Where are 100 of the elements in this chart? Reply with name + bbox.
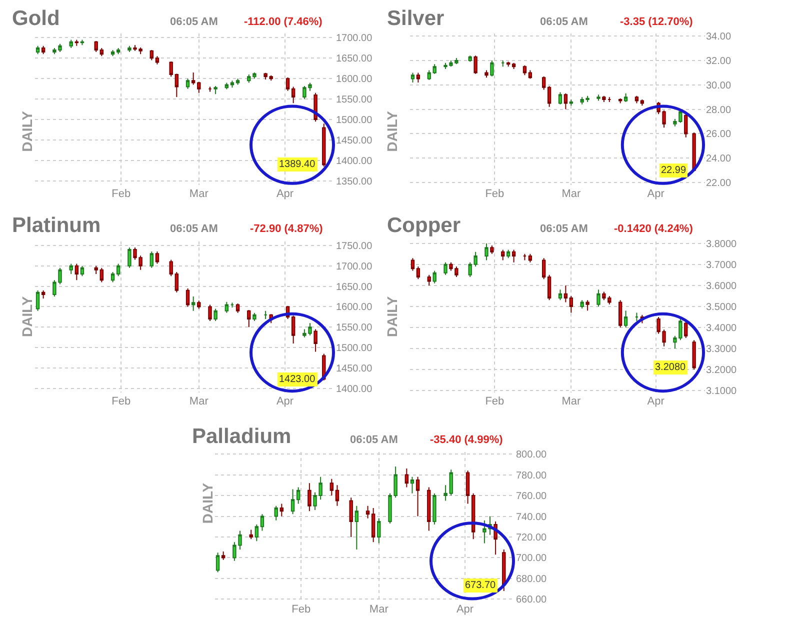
x-tick-label: Apr — [456, 603, 474, 616]
y-tick-label: 3.8000 — [706, 238, 738, 250]
candlestick — [444, 484, 448, 502]
text: -112.00 (7.46%) — [244, 16, 323, 28]
candlestick — [230, 302, 234, 308]
candlestick — [624, 92, 628, 102]
y-tick-label: 30.00 — [706, 80, 732, 92]
candlestick — [547, 274, 552, 301]
y-tick-label: 1450.00 — [336, 364, 373, 375]
candlestick — [564, 284, 568, 303]
candlestick — [502, 548, 506, 592]
candlestick — [335, 484, 340, 506]
candlestick — [569, 295, 573, 314]
y-tick-label: 3.4000 — [706, 322, 738, 334]
candlestick — [608, 96, 612, 102]
y-tick-label: 1700.00 — [336, 261, 373, 272]
candlestick — [155, 56, 160, 65]
candlestick — [596, 289, 600, 307]
candlestick — [169, 60, 173, 78]
x-tick-label: Feb — [485, 396, 504, 408]
candlestick — [542, 76, 546, 90]
text: 06:05 AM — [350, 434, 398, 446]
y-tick-label: 1750.00 — [336, 240, 373, 252]
candlestick — [558, 289, 562, 301]
y-tick-label: 740.00 — [516, 512, 548, 523]
candlestick — [490, 245, 494, 254]
candlestick — [586, 300, 590, 312]
y-tick-label: 3.2000 — [706, 364, 738, 376]
text: 06:05 AM — [540, 16, 588, 28]
y-tick-label: 1650.00 — [336, 282, 373, 293]
candlestick — [634, 312, 639, 322]
y-tick-label: 32.00 — [706, 56, 732, 67]
y-tick-label: 1400.00 — [336, 384, 373, 396]
candlestick — [506, 61, 510, 68]
candlestick — [150, 251, 154, 268]
candlestick — [522, 64, 527, 76]
x-tick-label: Mar — [189, 188, 209, 200]
y-tick-label: 3.7000 — [706, 260, 738, 271]
candlestick — [596, 94, 600, 102]
candlestick — [41, 45, 46, 55]
candlestick — [684, 320, 688, 338]
candlestick — [377, 518, 381, 544]
y-tick-label: 34.00 — [706, 32, 732, 43]
candlestick — [174, 271, 179, 293]
x-tick-label: Feb — [112, 188, 131, 200]
y-tick-label: 1500.00 — [336, 343, 373, 354]
candlestick — [260, 514, 264, 532]
x-tick-label: Apr — [647, 188, 665, 200]
candlestick — [214, 85, 218, 95]
candlestick — [501, 60, 505, 68]
candlestick — [618, 300, 622, 328]
y-tick-label: 1350.00 — [336, 176, 373, 188]
candlestick — [36, 45, 40, 55]
candlestick — [110, 271, 115, 283]
candlestick — [249, 529, 253, 540]
y-tick-label: 1450.00 — [336, 135, 373, 146]
y-tick-label: 24.00 — [706, 154, 732, 165]
annotation: 1389.40 — [279, 159, 316, 170]
candlestick — [427, 486, 431, 532]
x-tick-label: Apr — [276, 188, 294, 200]
candlestick — [216, 552, 220, 573]
chart-title: Silver — [387, 7, 444, 30]
y-tick-label: 1650.00 — [336, 54, 373, 65]
y-tick-label: 800.00 — [516, 450, 548, 461]
candlestick — [174, 73, 179, 98]
candlestick — [416, 476, 420, 517]
candlestick — [314, 328, 318, 352]
candlestick — [569, 99, 573, 106]
candlestick — [197, 81, 201, 94]
y-tick-label: 1700.00 — [336, 33, 373, 44]
candlestick — [247, 310, 251, 328]
candlestick — [155, 251, 160, 264]
x-tick-label: Feb — [485, 188, 504, 200]
candlestick — [618, 98, 622, 104]
candlestick — [466, 470, 470, 504]
chart-title: Palladium — [192, 425, 292, 448]
candlestick — [410, 258, 415, 272]
x-tick-label: Mar — [189, 396, 209, 408]
candlestick — [191, 72, 196, 86]
y-axis-title: DAILY — [19, 110, 36, 152]
annotation: 1423.00 — [279, 374, 316, 385]
candlestick — [432, 270, 436, 284]
annotation: 22.99 — [661, 165, 686, 176]
text: -0.1420 (4.24%) — [614, 223, 694, 235]
candlestick — [221, 551, 226, 560]
candlestick — [69, 39, 73, 48]
candlestick — [230, 80, 234, 88]
candlestick — [291, 315, 296, 344]
chart-title: Gold — [12, 7, 60, 30]
x-tick-label: Mar — [562, 188, 581, 200]
y-tick-label: 3.1000 — [706, 386, 738, 398]
candlestick — [484, 70, 488, 78]
candlestick — [208, 86, 212, 92]
annotation: 673.70 — [465, 580, 496, 591]
candlestick — [522, 253, 527, 261]
text: 06:05 AM — [540, 223, 588, 235]
candlestick — [74, 263, 79, 281]
candlestick — [224, 301, 229, 314]
candlestick — [264, 310, 268, 320]
candlestick — [186, 78, 190, 90]
